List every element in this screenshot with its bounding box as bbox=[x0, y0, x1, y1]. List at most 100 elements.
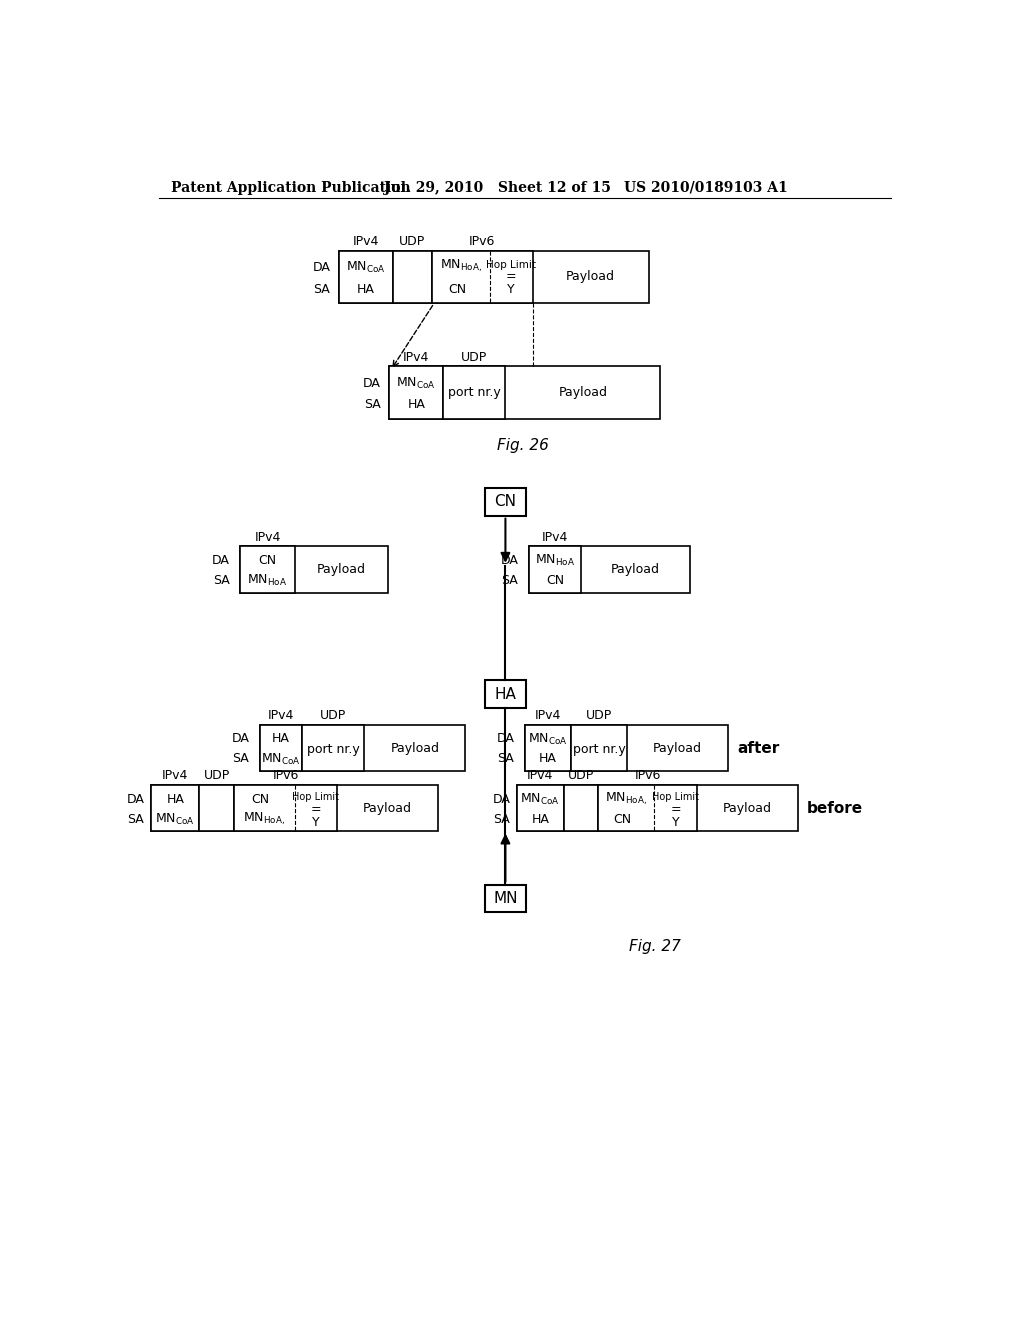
Text: CN: CN bbox=[495, 494, 516, 510]
Bar bbox=[517, 785, 563, 832]
Text: DA: DA bbox=[501, 554, 518, 566]
Text: MN$_{\rm CoA}$: MN$_{\rm CoA}$ bbox=[528, 731, 568, 747]
Bar bbox=[571, 725, 627, 771]
Text: UDP: UDP bbox=[321, 709, 346, 722]
Bar bbox=[389, 367, 660, 418]
Text: Sheet 12 of 15: Sheet 12 of 15 bbox=[499, 181, 611, 194]
Text: before: before bbox=[807, 801, 863, 816]
Text: Payload: Payload bbox=[364, 801, 412, 814]
Text: HA: HA bbox=[531, 813, 549, 825]
Text: MN$_{\rm HoA}$: MN$_{\rm HoA}$ bbox=[535, 553, 575, 568]
Text: port nr.y: port nr.y bbox=[572, 743, 626, 756]
Text: HA: HA bbox=[408, 399, 425, 412]
Bar bbox=[241, 546, 295, 593]
Bar bbox=[598, 785, 697, 832]
Text: HA: HA bbox=[166, 792, 184, 805]
Text: port nr.y: port nr.y bbox=[307, 743, 359, 756]
Text: IPv4: IPv4 bbox=[254, 531, 281, 544]
Bar bbox=[432, 251, 532, 304]
Text: IPv6: IPv6 bbox=[635, 770, 660, 783]
Bar bbox=[302, 725, 365, 771]
Text: CN: CN bbox=[447, 282, 466, 296]
Bar bbox=[528, 546, 582, 593]
Text: MN: MN bbox=[494, 891, 518, 906]
Text: IPv6: IPv6 bbox=[272, 770, 299, 783]
Text: HA: HA bbox=[272, 733, 290, 746]
Text: MN$_{\rm CoA}$: MN$_{\rm CoA}$ bbox=[520, 792, 560, 807]
Bar bbox=[200, 785, 234, 832]
Text: IPv6: IPv6 bbox=[469, 235, 496, 248]
Text: =: = bbox=[310, 804, 322, 816]
Text: DA: DA bbox=[493, 792, 511, 805]
Bar bbox=[485, 488, 525, 516]
Text: Payload: Payload bbox=[723, 801, 772, 814]
Text: CN: CN bbox=[252, 792, 269, 805]
Text: Hop Limit: Hop Limit bbox=[652, 792, 699, 803]
Text: SA: SA bbox=[313, 282, 330, 296]
Text: DA: DA bbox=[497, 733, 514, 746]
Text: Hop Limit: Hop Limit bbox=[293, 792, 339, 803]
Bar bbox=[443, 367, 506, 418]
Bar bbox=[524, 725, 571, 771]
Text: Y: Y bbox=[672, 816, 679, 829]
Text: Payload: Payload bbox=[566, 271, 615, 284]
Text: UDP: UDP bbox=[461, 351, 487, 363]
Text: Payload: Payload bbox=[653, 742, 702, 755]
Text: SA: SA bbox=[213, 574, 229, 587]
Text: Fig. 26: Fig. 26 bbox=[498, 438, 549, 453]
Bar bbox=[524, 725, 728, 771]
Text: MN$_{\rm CoA}$: MN$_{\rm CoA}$ bbox=[261, 751, 301, 767]
Bar bbox=[260, 725, 465, 771]
Text: MN$_{\rm HoA,}$: MN$_{\rm HoA,}$ bbox=[440, 257, 482, 275]
Bar bbox=[260, 725, 302, 771]
Bar bbox=[152, 785, 200, 832]
Bar bbox=[563, 785, 598, 832]
Bar bbox=[393, 251, 432, 304]
Text: MN$_{\rm HoA,}$: MN$_{\rm HoA,}$ bbox=[244, 810, 286, 828]
Text: IPv4: IPv4 bbox=[527, 770, 554, 783]
Text: IPv4: IPv4 bbox=[542, 531, 568, 544]
Text: =: = bbox=[506, 271, 516, 284]
Text: US 2010/0189103 A1: US 2010/0189103 A1 bbox=[624, 181, 787, 194]
Text: HA: HA bbox=[495, 686, 516, 702]
Text: Payload: Payload bbox=[316, 564, 366, 576]
Text: MN$_{\rm CoA}$: MN$_{\rm CoA}$ bbox=[346, 260, 386, 276]
Text: IPv4: IPv4 bbox=[535, 709, 561, 722]
Text: DA: DA bbox=[231, 733, 249, 746]
Text: DA: DA bbox=[312, 261, 331, 275]
Bar bbox=[485, 884, 525, 912]
Text: UDP: UDP bbox=[399, 235, 426, 248]
Text: CN: CN bbox=[258, 554, 276, 566]
Text: MN$_{\rm HoA}$: MN$_{\rm HoA}$ bbox=[248, 573, 288, 587]
Text: HA: HA bbox=[357, 282, 375, 296]
Text: MN$_{\rm CoA}$: MN$_{\rm CoA}$ bbox=[156, 812, 196, 826]
Text: HA: HA bbox=[539, 752, 557, 766]
Text: Hop Limit: Hop Limit bbox=[486, 260, 537, 269]
Text: SA: SA bbox=[494, 813, 510, 825]
Bar bbox=[152, 785, 438, 832]
Text: IPv4: IPv4 bbox=[162, 770, 188, 783]
Text: Fig. 27: Fig. 27 bbox=[629, 940, 681, 954]
Text: Payload: Payload bbox=[390, 742, 439, 755]
Text: CN: CN bbox=[613, 813, 632, 825]
Text: MN$_{\rm CoA}$: MN$_{\rm CoA}$ bbox=[396, 376, 436, 391]
Text: CN: CN bbox=[546, 574, 564, 587]
Text: DA: DA bbox=[364, 376, 381, 389]
Text: SA: SA bbox=[501, 574, 518, 587]
Text: DA: DA bbox=[127, 792, 144, 805]
Bar bbox=[389, 367, 443, 418]
Text: Y: Y bbox=[312, 816, 319, 829]
Text: Payload: Payload bbox=[558, 385, 607, 399]
Bar bbox=[241, 546, 388, 593]
Bar bbox=[234, 785, 337, 832]
Text: MN$_{\rm HoA,}$: MN$_{\rm HoA,}$ bbox=[605, 791, 647, 808]
Text: after: after bbox=[737, 741, 779, 756]
Bar bbox=[339, 251, 649, 304]
Text: IPv4: IPv4 bbox=[268, 709, 294, 722]
Bar bbox=[517, 785, 798, 832]
Text: port nr.y: port nr.y bbox=[449, 385, 501, 399]
Text: IPv4: IPv4 bbox=[403, 351, 429, 363]
Text: Jul. 29, 2010: Jul. 29, 2010 bbox=[384, 181, 483, 194]
Text: =: = bbox=[671, 804, 681, 816]
Text: SA: SA bbox=[497, 752, 514, 766]
